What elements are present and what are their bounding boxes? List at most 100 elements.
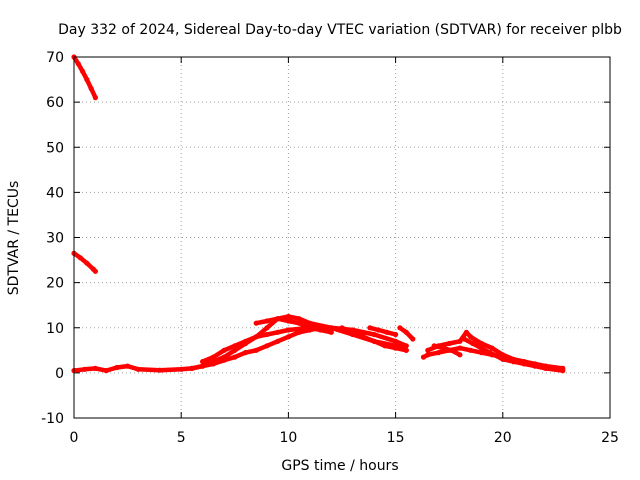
data-point — [487, 350, 493, 356]
x-tick-label: 10 — [279, 430, 297, 446]
data-point — [275, 329, 281, 335]
y-tick-label: 30 — [46, 231, 64, 247]
x-tick-label: 5 — [177, 430, 186, 446]
axis-ticks: 0 5 10 15 20 25 -10 0 10 20 30 40 50 60 70 — [41, 50, 619, 446]
x-tick-label: 0 — [70, 430, 79, 446]
data-point — [560, 365, 566, 371]
data-point — [425, 347, 431, 353]
y-tick-label: 10 — [46, 321, 64, 337]
y-tick-label: 60 — [46, 95, 64, 111]
series-track-8 — [367, 325, 398, 337]
data-point — [543, 363, 549, 369]
data-point — [435, 350, 442, 356]
data-point — [296, 320, 302, 326]
x-tick-label: 20 — [494, 430, 512, 446]
data-point — [457, 338, 463, 344]
x-tick-label: 25 — [601, 430, 619, 446]
data-point — [328, 329, 334, 335]
data-point — [425, 352, 431, 358]
data-point — [420, 354, 427, 360]
data-point — [232, 347, 238, 353]
data-point — [448, 347, 454, 353]
x-tick-label: 15 — [387, 430, 405, 446]
data-point — [350, 329, 356, 335]
data-point — [285, 334, 291, 340]
data-point — [457, 352, 463, 358]
data-point — [307, 325, 313, 331]
data-point — [296, 316, 302, 322]
data-point — [371, 338, 377, 344]
data-point — [431, 343, 437, 349]
data-point — [403, 329, 409, 335]
data-point — [264, 325, 270, 331]
chart-title: Day 332 of 2024, Sidereal Day-to-day VTE… — [58, 22, 622, 38]
data-point — [470, 340, 476, 347]
plot-frame — [73, 56, 611, 419]
data-point — [510, 359, 517, 365]
data-point — [360, 334, 366, 340]
data-point — [384, 329, 390, 335]
data-point — [135, 366, 141, 372]
data-point — [403, 343, 409, 349]
data-point — [371, 331, 377, 338]
data-point — [82, 366, 88, 372]
data-point — [253, 334, 259, 340]
data-point — [75, 61, 81, 67]
data-point — [393, 331, 399, 338]
data-point — [328, 325, 334, 331]
data-point — [468, 334, 474, 340]
data-point — [80, 68, 86, 74]
data-point — [500, 356, 506, 362]
data-point — [367, 325, 373, 331]
y-tick-label: -10 — [41, 411, 64, 427]
data-point — [275, 316, 281, 322]
data-point — [285, 327, 291, 333]
data-point — [285, 313, 291, 320]
data-point — [200, 363, 206, 369]
data-point — [478, 340, 484, 347]
data-point — [92, 268, 98, 274]
data-point — [339, 325, 345, 331]
data-point — [232, 354, 238, 360]
data-point — [382, 343, 388, 349]
data-point — [88, 86, 94, 92]
data-point — [253, 320, 259, 326]
data-point — [318, 327, 324, 333]
data-point — [446, 340, 452, 347]
data-point — [84, 260, 90, 266]
data-point — [463, 329, 469, 335]
data-point — [532, 361, 538, 367]
data-point — [264, 331, 270, 338]
data-point — [242, 350, 249, 356]
y-tick-label: 20 — [46, 276, 64, 292]
y-tick-label: 40 — [46, 185, 64, 201]
data-point — [307, 320, 313, 326]
data-point — [92, 365, 98, 371]
data-point — [77, 255, 83, 261]
y-tick-label: 0 — [55, 366, 64, 382]
data-point — [393, 338, 399, 344]
data-point — [375, 327, 381, 333]
data-point — [403, 347, 409, 353]
data-point — [178, 366, 184, 372]
data-point — [253, 347, 259, 353]
data-point — [210, 361, 216, 367]
data-point — [478, 345, 484, 351]
data-point — [410, 336, 416, 342]
data-point — [232, 343, 238, 349]
y-tick-label: 70 — [46, 50, 64, 66]
data-point — [457, 345, 463, 351]
x-axis-label: GPS time / hours — [281, 458, 398, 474]
data-point — [440, 345, 446, 351]
data-point — [393, 345, 399, 351]
data-point — [157, 367, 163, 373]
data-point — [84, 77, 90, 83]
y-tick-label: 50 — [46, 140, 64, 156]
data-point — [92, 95, 98, 101]
data-point — [242, 338, 249, 344]
data-point — [221, 357, 227, 363]
data-point — [397, 325, 403, 331]
data-point — [275, 338, 281, 344]
data-point — [125, 363, 131, 369]
